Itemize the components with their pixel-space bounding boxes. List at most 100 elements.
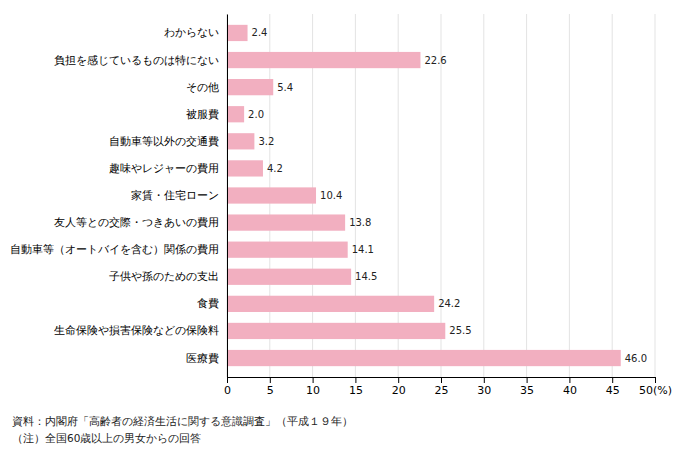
tick: 0 [224,377,231,397]
grid-line [355,14,356,377]
bar [227,160,263,176]
tick-label: 生命保険や損害保険などの保険料 [54,324,219,337]
data-label: 46.0 [625,353,647,364]
tick-label: 友人等との交際・つきあいの費用 [54,216,219,229]
data-label: 5.4 [277,82,293,93]
bar [227,242,348,258]
tick-mark [355,377,356,383]
tick: 10 [306,377,320,397]
tick-label: わからない [164,26,219,39]
tick: 医療費 [186,352,219,365]
tick: 生命保険や損害保険などの保険料 [54,324,219,337]
grid [227,14,655,377]
bar [227,214,345,230]
grid-line [227,14,228,377]
tick-label: 20 [392,384,406,397]
data-label: 3.2 [258,136,274,147]
tick-label: 35 [520,384,534,397]
tick: わからない [164,26,219,39]
data-label: 24.2 [438,298,460,309]
tick-mark [655,377,656,383]
data-label: 22.6 [424,55,446,66]
tick-label: 自動車等以外の交通費 [109,135,219,148]
bar [227,269,351,285]
tick-label: 25 [435,384,449,397]
data-label: 4.2 [267,163,283,174]
data-label: 2.0 [248,109,264,120]
tick-mark [441,377,442,383]
tick: 35 [520,377,534,397]
tick: 45 [606,377,620,397]
tick: 20 [392,377,406,397]
tick-label: 30 [477,384,491,397]
bar [227,79,273,95]
tick-label: 15 [349,384,363,397]
data-label: 14.5 [355,271,377,282]
tick: 30 [477,377,491,397]
tick: 友人等との交際・つきあいの費用 [54,216,219,229]
annotation: 資料：内閣府「高齢者の経済生活に関する意識調査」（平成１９年） [12,415,353,428]
bar [227,133,254,149]
tick-label: 40 [563,384,577,397]
tick-mark [270,377,271,383]
annotation: （注）全国60歳以上の男女からの回答 [12,432,201,444]
tick-mark [612,377,613,383]
tick: 自動車等以外の交通費 [109,135,219,148]
axis-line [228,378,656,384]
grid-line [655,14,656,377]
tick: 25 [435,377,449,397]
tick-label: 10 [306,384,320,397]
bar [227,350,621,366]
tick-mark [569,377,570,383]
axis-line [227,15,228,378]
bar [227,52,420,68]
tick: 被服費 [186,108,219,121]
tick: 40 [563,377,577,397]
bar [227,296,434,312]
tick-label: 被服費 [186,108,219,121]
tick-mark [227,377,228,383]
x-axis: 0 5 10 15 20 25 30 35 40 45 50(%) [224,377,672,397]
tick-mark [527,377,528,383]
tick-label: 50(%) [639,384,672,397]
tick-label: 医療費 [186,352,219,365]
tick-label: 0 [224,384,231,397]
data-label: 10.4 [320,190,342,201]
tick-mark [398,377,399,383]
bar [227,106,244,122]
tick: その他 [186,81,219,94]
tick: 自動車等（オートバイを含む）関係の費用 [10,243,219,256]
y-axis: わからない負担を感じているものは特にないその他被服費自動車等以外の交通費趣味やレ… [10,15,228,378]
grid-line [441,14,442,377]
grid-line [483,14,484,377]
tick-label: 子供や孫のための支出 [109,270,219,283]
tick-label: 5 [267,384,274,397]
tick: 15 [349,377,363,397]
data-labels: 2.422.65.42.03.24.210.413.814.114.524.22… [248,27,647,363]
data-label: 25.5 [449,325,471,336]
bars [227,25,621,366]
grid-line [398,14,399,377]
plot: 2.422.65.42.03.24.210.413.814.114.524.22… [10,14,672,397]
tick: 趣味やレジャーの費用 [109,162,219,175]
tick-label: 食費 [197,297,219,310]
tick-mark [313,377,314,383]
bar [227,323,445,339]
tick: 子供や孫のための支出 [109,270,219,283]
grid-line [526,14,527,377]
tick: 5 [267,377,274,397]
tick-label: 家賃・住宅ローン [131,189,219,202]
bar [227,25,248,41]
tick-label: 負担を感じているものは特にない [54,54,219,67]
tick-mark [484,377,485,383]
grid-line [612,14,613,377]
annotations: 資料：内閣府「高齢者の経済生活に関する意識調査」（平成１９年） （注）全国60歳以… [12,415,353,444]
tick-label: 趣味やレジャーの費用 [109,162,219,175]
bar [227,187,316,203]
tick: 負担を感じているものは特にない [54,54,219,67]
tick-label: その他 [186,81,219,94]
tick: 家賃・住宅ローン [131,189,219,202]
chart: 2.422.65.42.03.24.210.413.814.114.524.22… [0,0,691,455]
tick: 50(%) [639,377,672,397]
tick: 食費 [197,297,219,310]
